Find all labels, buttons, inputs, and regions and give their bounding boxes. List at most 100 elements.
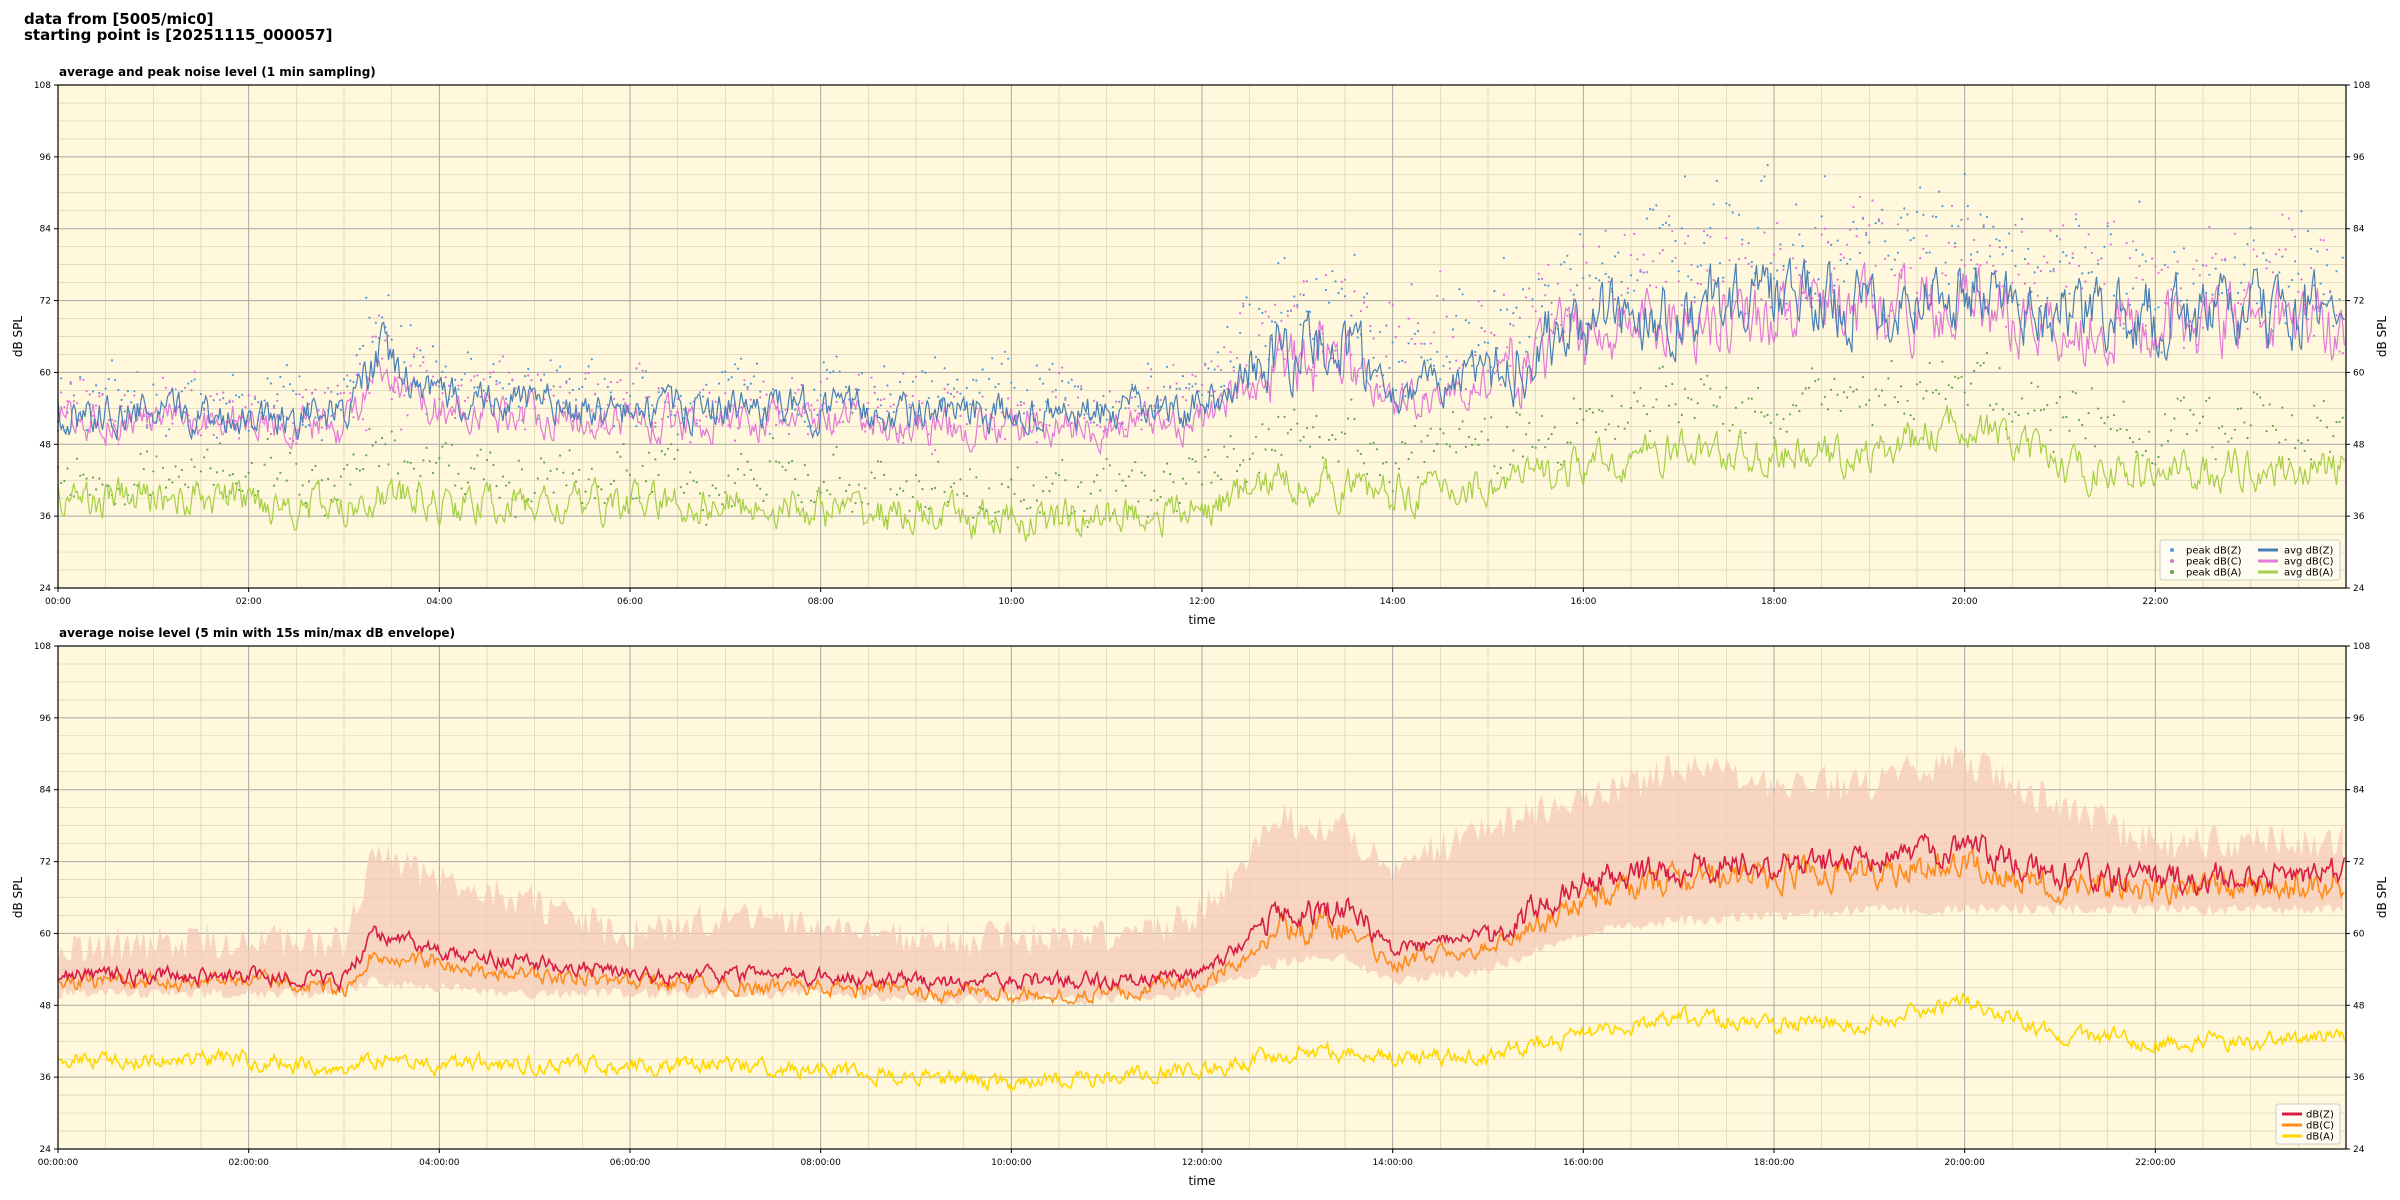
peak-point: [2103, 282, 2106, 285]
starting-point-label: starting point is [20251115_000057]: [24, 26, 333, 44]
peak-point: [120, 398, 123, 401]
peak-point: [1083, 509, 1086, 513]
peak-point: [85, 477, 88, 480]
peak-point: [756, 484, 759, 487]
peak-point: [1369, 325, 1372, 328]
peak-point: [95, 384, 98, 387]
peak-point: [412, 355, 415, 358]
y-tick-label-right: 60: [2353, 368, 2365, 378]
peak-point: [1782, 418, 1785, 421]
peak-point: [1467, 435, 1470, 439]
peak-point: [1569, 441, 1572, 444]
peak-point: [330, 390, 333, 393]
peak-point: [2122, 400, 2125, 403]
peak-point: [1451, 411, 1455, 414]
peak-point: [2262, 252, 2265, 255]
peak-point: [1668, 404, 1671, 407]
peak-point: [1216, 351, 1219, 354]
peak-point: [2306, 439, 2309, 442]
peak-point: [339, 392, 342, 395]
peak-point: [139, 452, 142, 455]
peak-point: [498, 381, 501, 384]
peak-point: [1089, 421, 1092, 424]
line-avg-db-z-: [57, 257, 2345, 441]
peak-point: [1375, 448, 1378, 451]
peak-point: [1096, 424, 1099, 427]
peak-point: [1099, 489, 1102, 492]
peak-point: [1210, 481, 1213, 484]
peak-point: [1874, 388, 1877, 391]
peak-point: [489, 375, 492, 378]
peak-point: [431, 471, 435, 475]
peak-point: [117, 443, 120, 446]
peak-point: [1010, 381, 1013, 384]
peak-point: [870, 471, 873, 474]
peak-point: [2132, 240, 2135, 243]
peak-point: [2176, 397, 2179, 400]
peak-point: [247, 429, 250, 432]
peak-point: [1499, 383, 1502, 386]
peak-point: [879, 460, 883, 463]
peak-point: [968, 468, 972, 471]
peak-point: [1305, 427, 1308, 430]
peak-point: [1407, 457, 1410, 461]
peak-point: [800, 383, 803, 386]
peak-point: [1677, 421, 1680, 424]
peak-point: [2074, 218, 2077, 221]
peak-point: [168, 428, 171, 431]
peak-point: [587, 478, 590, 481]
peak-point: [721, 503, 724, 506]
peak-point: [1506, 346, 1509, 349]
peak-point: [2014, 411, 2017, 414]
peak-point: [2103, 245, 2106, 248]
peak-point: [1413, 332, 1416, 335]
peak-point: [797, 494, 800, 497]
peak-point: [1763, 231, 1766, 234]
peak-point: [2011, 420, 2014, 423]
peak-point: [2084, 246, 2087, 249]
peak-point: [1540, 305, 1544, 308]
peak-point: [231, 473, 234, 476]
peak-point: [530, 379, 533, 382]
peak-point: [892, 410, 895, 414]
peak-point: [771, 388, 775, 391]
peak-point: [1633, 391, 1636, 394]
peak-point: [648, 395, 651, 398]
peak-point: [1159, 495, 1162, 498]
peak-point: [1985, 352, 1988, 355]
peak-point: [2341, 352, 2344, 355]
peak-point: [1016, 404, 1019, 407]
peak-point: [1261, 423, 1264, 426]
peak-point: [1169, 473, 1172, 476]
peak-point: [934, 486, 937, 490]
peak-point: [899, 487, 902, 490]
peak-point: [2049, 270, 2052, 273]
peak-point: [1420, 342, 1423, 345]
peak-point: [988, 377, 991, 380]
peak-point: [1334, 349, 1337, 352]
peak-point: [1394, 335, 1397, 339]
legend-marker: [2170, 548, 2174, 552]
peak-point: [1696, 265, 1699, 268]
peak-point: [460, 487, 463, 490]
peak-point: [301, 484, 304, 487]
peak-point: [422, 361, 425, 364]
peak-point: [1547, 263, 1550, 266]
peak-point: [1258, 334, 1261, 337]
peak-point: [1229, 360, 1232, 363]
peak-point: [978, 425, 981, 428]
peak-point: [2141, 278, 2144, 281]
peak-point: [1629, 406, 1633, 410]
peak-point: [705, 415, 708, 418]
peak-point: [622, 398, 625, 401]
peak-point: [1989, 255, 1992, 258]
peak-point: [1699, 378, 1702, 381]
peak-point: [692, 479, 695, 482]
peak-point: [1134, 409, 1137, 412]
peak-point: [806, 425, 810, 428]
peak-point: [603, 377, 606, 380]
peak-point: [1350, 353, 1353, 356]
peak-point: [2259, 396, 2262, 399]
peak-point: [1077, 396, 1080, 399]
legend-marker: [2170, 559, 2174, 563]
